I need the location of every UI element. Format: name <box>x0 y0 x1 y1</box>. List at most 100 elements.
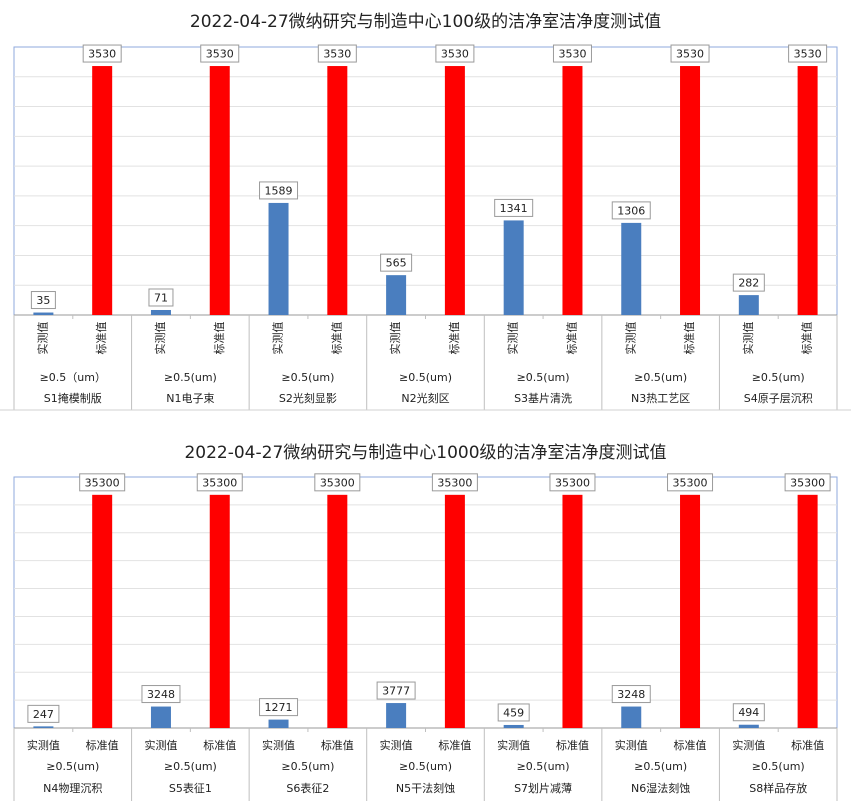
bar-measured <box>738 295 759 315</box>
series-label: 标准值 <box>86 738 119 752</box>
particle-size-label: ≥0.5(um) <box>517 760 570 773</box>
data-label-measured: 3777 <box>382 685 410 698</box>
series-label: 标准值 <box>674 738 707 752</box>
particle-size-label: ≥0.5(um) <box>399 371 452 384</box>
bar-standard <box>327 494 348 728</box>
data-label-standard: 35300 <box>555 476 590 489</box>
bar-measured <box>738 724 759 728</box>
series-label: 实测值 <box>615 738 648 752</box>
chart-svg-100-class: 35 3530 实测值 标准值 ≥0.5（um） S1掩模制版 71 3530 实测值 标准值 ≥0… <box>0 44 851 411</box>
particle-size-label: ≥0.5(um) <box>164 760 217 773</box>
bar-standard <box>444 66 465 315</box>
data-label-standard: 3530 <box>441 48 469 61</box>
data-label-box <box>611 201 651 220</box>
particle-size-label: ≥0.5(um) <box>634 760 687 773</box>
series-label: 标准值 <box>447 322 461 355</box>
bar-standard <box>209 66 230 315</box>
series-label: 标准值 <box>212 322 226 355</box>
bar-measured <box>386 703 407 728</box>
series-label: 实测值 <box>388 322 402 355</box>
bar-standard <box>92 66 113 315</box>
data-label-standard: 3530 <box>88 48 116 61</box>
series-label: 标准值 <box>438 738 471 752</box>
bar-measured <box>150 309 171 315</box>
data-label-standard: 35300 <box>437 476 472 489</box>
data-label-box <box>552 44 592 63</box>
data-label-box <box>196 473 243 492</box>
particle-size-label: ≥0.5(um) <box>46 760 99 773</box>
bar-measured <box>621 706 642 728</box>
series-label: 标准值 <box>682 322 696 355</box>
data-label-box <box>435 44 475 63</box>
data-label-box <box>494 198 534 217</box>
data-label-standard: 35300 <box>790 476 825 489</box>
data-label-measured: 1589 <box>265 184 293 197</box>
location-label: S1掩模制版 <box>44 391 102 405</box>
bar-standard <box>444 494 465 728</box>
bar-standard <box>562 66 583 315</box>
data-label-measured: 35 <box>36 294 50 307</box>
bar-measured <box>503 220 524 315</box>
chart-100-class: 2022-04-27微纳研究与制造中心100级的洁净室洁净度测试值 35 3530… <box>0 12 851 411</box>
chart-title: 2022-04-27微纳研究与制造中心1000级的洁净室洁净度测试值 <box>184 443 667 463</box>
data-label-box <box>259 181 299 200</box>
series-label: 标准值 <box>564 322 578 355</box>
data-label-box <box>30 291 56 310</box>
data-label-box <box>784 473 831 492</box>
data-label-box <box>82 44 122 63</box>
location-label: N5干法刻蚀 <box>396 781 455 795</box>
bar-measured <box>268 202 289 315</box>
location-label: S6表征2 <box>286 781 329 795</box>
data-label-box <box>667 473 714 492</box>
location-label: S7划片减薄 <box>514 781 572 795</box>
bar-measured <box>33 726 54 728</box>
data-label-box <box>314 473 361 492</box>
data-label-measured: 282 <box>738 277 759 290</box>
data-label-box <box>317 44 357 63</box>
data-label-measured: 1271 <box>265 701 293 714</box>
bar-measured <box>150 706 171 728</box>
data-label-box <box>431 473 478 492</box>
bar-standard <box>680 494 701 728</box>
data-label-box <box>732 273 765 292</box>
series-label: 实测值 <box>271 322 285 355</box>
particle-size-label: ≥0.5(um) <box>281 371 334 384</box>
data-label-standard: 35300 <box>202 476 237 489</box>
bar-standard <box>680 66 701 315</box>
series-label: 标准值 <box>791 738 824 752</box>
data-label-box <box>380 253 413 272</box>
location-label: N6湿法刻蚀 <box>631 781 690 795</box>
series-label: 实测值 <box>27 738 60 752</box>
particle-size-label: ≥0.5（um） <box>40 371 106 384</box>
bar-measured <box>268 719 289 728</box>
series-label: 标准值 <box>329 322 343 355</box>
particle-size-label: ≥0.5(um) <box>752 760 805 773</box>
location-label: N3热工艺区 <box>631 392 690 405</box>
data-label-box <box>27 704 60 723</box>
plot-area <box>13 46 838 316</box>
particle-size-label: ≥0.5(um) <box>634 371 687 384</box>
location-label: N4物理沉积 <box>43 781 102 795</box>
particle-size-label: ≥0.5(um) <box>752 371 805 384</box>
data-label-measured: 459 <box>503 706 524 719</box>
data-label-measured: 71 <box>154 291 168 304</box>
data-label-standard: 3530 <box>206 48 234 61</box>
data-label-standard: 3530 <box>323 48 351 61</box>
location-label: S5表征1 <box>169 781 212 795</box>
series-label: 实测值 <box>144 738 177 752</box>
data-label-box <box>497 703 530 722</box>
bar-standard <box>209 494 230 728</box>
location-label: S8样品存放 <box>749 781 807 795</box>
bar-standard <box>797 494 818 728</box>
data-label-measured: 494 <box>738 706 759 719</box>
bar-standard <box>797 66 818 315</box>
location-label: S4原子层沉积 <box>744 392 813 405</box>
data-label-measured: 1306 <box>617 204 645 217</box>
series-label: 标准值 <box>321 738 354 752</box>
series-label: 实测值 <box>506 322 520 355</box>
series-label: 实测值 <box>153 322 167 355</box>
data-label-box <box>376 681 416 700</box>
particle-size-label: ≥0.5(um) <box>164 371 217 384</box>
location-label: S2光刻显影 <box>279 391 337 405</box>
series-label: 实测值 <box>497 738 530 752</box>
